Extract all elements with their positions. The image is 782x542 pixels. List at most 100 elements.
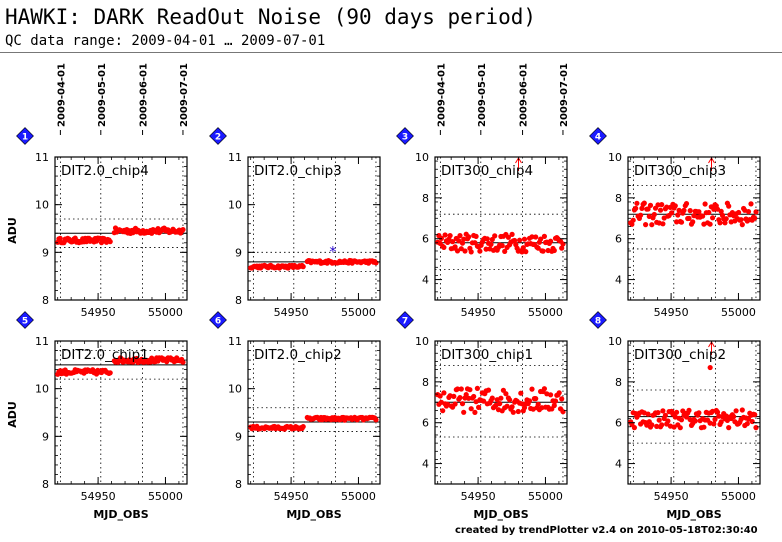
y-axis-label: ADU (6, 217, 19, 244)
x-tick-label: 54950 (274, 490, 309, 503)
panel-title: DIT300_chip1 (441, 347, 533, 363)
data-point (502, 248, 508, 254)
data-point (441, 244, 447, 250)
data-point (674, 409, 680, 415)
y-tick-label: 8 (615, 192, 622, 205)
panel-title: DIT2.0_chip3 (254, 163, 342, 179)
data-point (459, 240, 466, 246)
data-point (753, 209, 759, 215)
data-point (752, 412, 758, 418)
panel-badge-number: 3 (402, 133, 408, 143)
x-tick-label: 55000 (148, 306, 183, 319)
data-point (519, 401, 525, 407)
panel-badge (209, 311, 227, 329)
y-tick-label: 10 (35, 199, 49, 212)
data-point (471, 393, 477, 400)
data-point (488, 241, 494, 247)
data-point (180, 359, 186, 365)
panel-badge (396, 127, 414, 145)
date-label: 2009-04-01 (436, 63, 447, 127)
data-point (503, 391, 509, 397)
data-point (560, 241, 566, 247)
data-point (540, 248, 546, 254)
data-point (696, 209, 702, 215)
data-point (748, 201, 754, 207)
outlier-point (707, 364, 713, 371)
date-label: 2009-07-01 (559, 63, 570, 127)
data-point (520, 245, 526, 251)
data-point (643, 222, 649, 228)
x-tick-label: 54950 (654, 306, 689, 319)
data-point (526, 398, 533, 404)
data-point (497, 401, 503, 407)
data-point (662, 412, 669, 418)
data-point (736, 209, 742, 216)
y-tick-label: 11 (35, 335, 49, 348)
date-label: 2009-05-01 (97, 63, 108, 127)
data-point (57, 235, 63, 241)
panel-badge (209, 127, 227, 145)
data-point (510, 409, 516, 415)
data-point (468, 406, 474, 412)
data-point (511, 237, 518, 244)
y-tick-label: 10 (608, 335, 622, 348)
page-subtitle: QC data range: 2009-04-01 … 2009-07-01 (5, 33, 326, 49)
data-point (655, 410, 661, 416)
y-tick-label: 8 (235, 478, 242, 491)
data-point (753, 425, 759, 431)
panel-3: 3 4 6 8 10 54950 55000 DIT300_chip4 (396, 127, 568, 319)
plot-frame (247, 156, 381, 301)
panel-badge-number: 4 (595, 133, 601, 143)
y-tick-label: 11 (35, 151, 49, 164)
data-point (660, 221, 666, 227)
y-tick-label: 6 (422, 417, 429, 430)
data-point (461, 409, 467, 415)
panel-badge (589, 311, 607, 329)
data-point (722, 220, 728, 226)
data-point (657, 207, 664, 213)
y-tick-label: 8 (235, 294, 242, 307)
data-point (507, 397, 513, 403)
data-point (466, 234, 472, 240)
data-point (678, 417, 685, 423)
footer-credit: created by trendPlotter v2.4 on 2010-05-… (455, 525, 758, 536)
y-tick-label: 8 (42, 294, 49, 307)
panel-title: DIT2.0_chip4 (61, 163, 149, 179)
data-point (551, 247, 557, 254)
data-point (745, 209, 752, 215)
plot-frame (627, 156, 761, 301)
data-point (492, 233, 498, 239)
data-point (692, 418, 698, 424)
y-tick-label: 11 (228, 151, 242, 164)
y-tick-label: 4 (422, 458, 429, 471)
data-point (440, 408, 446, 414)
data-point (678, 219, 685, 225)
data-point (723, 216, 729, 222)
panel-badge (589, 127, 607, 145)
data-point (517, 237, 523, 243)
data-point (504, 403, 510, 409)
panel-4: 4 4 6 8 10 54950 55000 DIT300_chip3 (589, 127, 761, 319)
y-axis-label: ADU (6, 401, 19, 428)
plot-frame (627, 340, 761, 485)
panel-badge (396, 311, 414, 329)
data-point (541, 386, 548, 392)
data-point (749, 418, 755, 425)
data-point (731, 414, 737, 420)
panel-2: 2 * 8 9 10 11 54950 55000 DIT2.0_chip3 (209, 127, 381, 319)
data-point (690, 219, 696, 225)
data-point (451, 393, 457, 399)
data-point (523, 249, 529, 255)
data-point (462, 248, 468, 254)
x-tick-label: 55000 (721, 490, 756, 503)
x-tick-label: 55000 (148, 490, 183, 503)
data-point (744, 421, 750, 427)
data-point (458, 386, 464, 392)
panel-badge-number: 7 (402, 317, 408, 327)
data-point (560, 409, 566, 415)
y-tick-label: 8 (422, 192, 429, 205)
data-point (180, 227, 186, 233)
panel-6: 6 8 9 10 11 54950 55000 DIT2.0_chip2 MJD_OBS (209, 311, 381, 521)
data-point (707, 221, 713, 227)
